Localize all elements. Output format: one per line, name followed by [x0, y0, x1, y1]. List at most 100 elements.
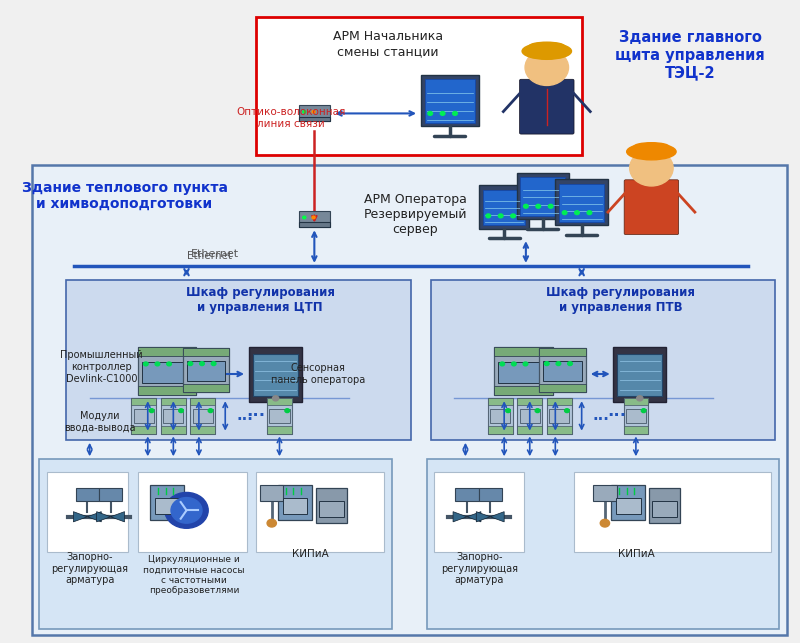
FancyBboxPatch shape	[161, 398, 186, 405]
FancyBboxPatch shape	[549, 409, 570, 423]
FancyBboxPatch shape	[623, 398, 648, 405]
Polygon shape	[467, 512, 481, 522]
FancyBboxPatch shape	[518, 398, 542, 405]
FancyBboxPatch shape	[611, 485, 645, 520]
FancyBboxPatch shape	[652, 501, 677, 517]
Circle shape	[535, 409, 540, 413]
Text: Здание главного
щита управления
ТЭЦ-2: Здание главного щита управления ТЭЦ-2	[615, 30, 765, 80]
FancyBboxPatch shape	[546, 398, 571, 405]
FancyBboxPatch shape	[479, 185, 530, 229]
FancyBboxPatch shape	[430, 280, 775, 440]
FancyBboxPatch shape	[518, 426, 542, 433]
Text: Запорно-
регулирующая
арматура: Запорно- регулирующая арматура	[441, 552, 518, 585]
Circle shape	[143, 362, 148, 366]
Circle shape	[428, 111, 433, 115]
Text: ...: ...	[593, 408, 610, 423]
FancyBboxPatch shape	[270, 409, 290, 423]
Circle shape	[498, 214, 503, 218]
Circle shape	[165, 493, 208, 529]
FancyBboxPatch shape	[267, 398, 292, 433]
FancyBboxPatch shape	[623, 426, 648, 433]
Text: ...: ...	[236, 408, 253, 423]
FancyBboxPatch shape	[182, 384, 229, 392]
Circle shape	[536, 204, 541, 208]
Polygon shape	[74, 512, 87, 522]
FancyBboxPatch shape	[488, 398, 513, 433]
FancyBboxPatch shape	[546, 426, 571, 433]
Circle shape	[548, 204, 553, 208]
Text: АРМ Оператора
Резервируемый
сервер: АРМ Оператора Резервируемый сервер	[363, 194, 467, 237]
Circle shape	[523, 362, 528, 366]
Circle shape	[150, 409, 154, 413]
Text: КИПиА: КИПиА	[618, 548, 654, 559]
Polygon shape	[87, 512, 102, 522]
FancyBboxPatch shape	[494, 386, 553, 395]
Circle shape	[302, 216, 306, 219]
Circle shape	[211, 362, 216, 366]
FancyBboxPatch shape	[520, 409, 540, 423]
Circle shape	[600, 520, 610, 527]
FancyBboxPatch shape	[494, 347, 553, 395]
FancyBboxPatch shape	[186, 361, 226, 381]
Text: Промышленный
контроллер
Devlink-C1000: Промышленный контроллер Devlink-C1000	[60, 350, 142, 383]
FancyBboxPatch shape	[498, 361, 549, 383]
FancyBboxPatch shape	[299, 105, 330, 122]
Circle shape	[171, 498, 202, 523]
Circle shape	[574, 211, 579, 215]
Circle shape	[208, 409, 213, 413]
Circle shape	[302, 111, 306, 113]
FancyBboxPatch shape	[66, 280, 411, 440]
Circle shape	[510, 214, 515, 218]
Polygon shape	[110, 512, 125, 522]
Text: КИПиА: КИПиА	[292, 548, 329, 559]
Circle shape	[486, 214, 490, 218]
Circle shape	[562, 211, 567, 215]
Circle shape	[312, 111, 315, 113]
FancyBboxPatch shape	[555, 179, 608, 226]
FancyBboxPatch shape	[488, 398, 513, 405]
FancyBboxPatch shape	[267, 426, 292, 433]
Text: Сенсорная
панель оператора: Сенсорная панель оператора	[271, 363, 366, 385]
FancyBboxPatch shape	[543, 361, 582, 381]
FancyBboxPatch shape	[138, 347, 196, 356]
FancyBboxPatch shape	[574, 472, 771, 552]
FancyBboxPatch shape	[163, 409, 183, 423]
FancyBboxPatch shape	[267, 398, 292, 405]
Circle shape	[556, 362, 561, 366]
FancyBboxPatch shape	[649, 488, 680, 523]
FancyBboxPatch shape	[138, 347, 196, 395]
FancyBboxPatch shape	[131, 426, 156, 433]
Circle shape	[525, 50, 569, 86]
FancyBboxPatch shape	[299, 222, 330, 227]
Text: Шкаф регулирования
и управления ПТВ: Шкаф регулирования и управления ПТВ	[546, 286, 695, 314]
FancyBboxPatch shape	[278, 485, 312, 520]
FancyBboxPatch shape	[99, 488, 122, 501]
Circle shape	[200, 362, 204, 366]
Circle shape	[630, 150, 673, 186]
FancyBboxPatch shape	[250, 347, 302, 401]
FancyBboxPatch shape	[134, 409, 154, 423]
FancyBboxPatch shape	[426, 459, 779, 629]
FancyBboxPatch shape	[260, 485, 283, 501]
FancyBboxPatch shape	[478, 488, 502, 501]
Polygon shape	[490, 512, 504, 522]
FancyBboxPatch shape	[150, 485, 184, 520]
FancyBboxPatch shape	[299, 211, 330, 227]
Text: АРМ Начальника
смены станции: АРМ Начальника смены станции	[333, 30, 443, 59]
Circle shape	[188, 362, 193, 366]
FancyBboxPatch shape	[190, 426, 215, 433]
FancyBboxPatch shape	[253, 354, 298, 396]
FancyBboxPatch shape	[539, 349, 586, 356]
FancyBboxPatch shape	[190, 398, 215, 433]
FancyBboxPatch shape	[494, 347, 553, 356]
Circle shape	[511, 362, 516, 366]
FancyBboxPatch shape	[425, 80, 475, 123]
FancyBboxPatch shape	[131, 398, 156, 405]
Ellipse shape	[626, 143, 676, 160]
Text: Ethernet: Ethernet	[190, 249, 238, 258]
Circle shape	[506, 409, 510, 413]
FancyBboxPatch shape	[182, 349, 229, 356]
FancyBboxPatch shape	[618, 354, 662, 396]
Text: Оптико-волоконная
линия связи: Оптико-волоконная линия связи	[237, 107, 346, 129]
FancyBboxPatch shape	[623, 398, 648, 433]
